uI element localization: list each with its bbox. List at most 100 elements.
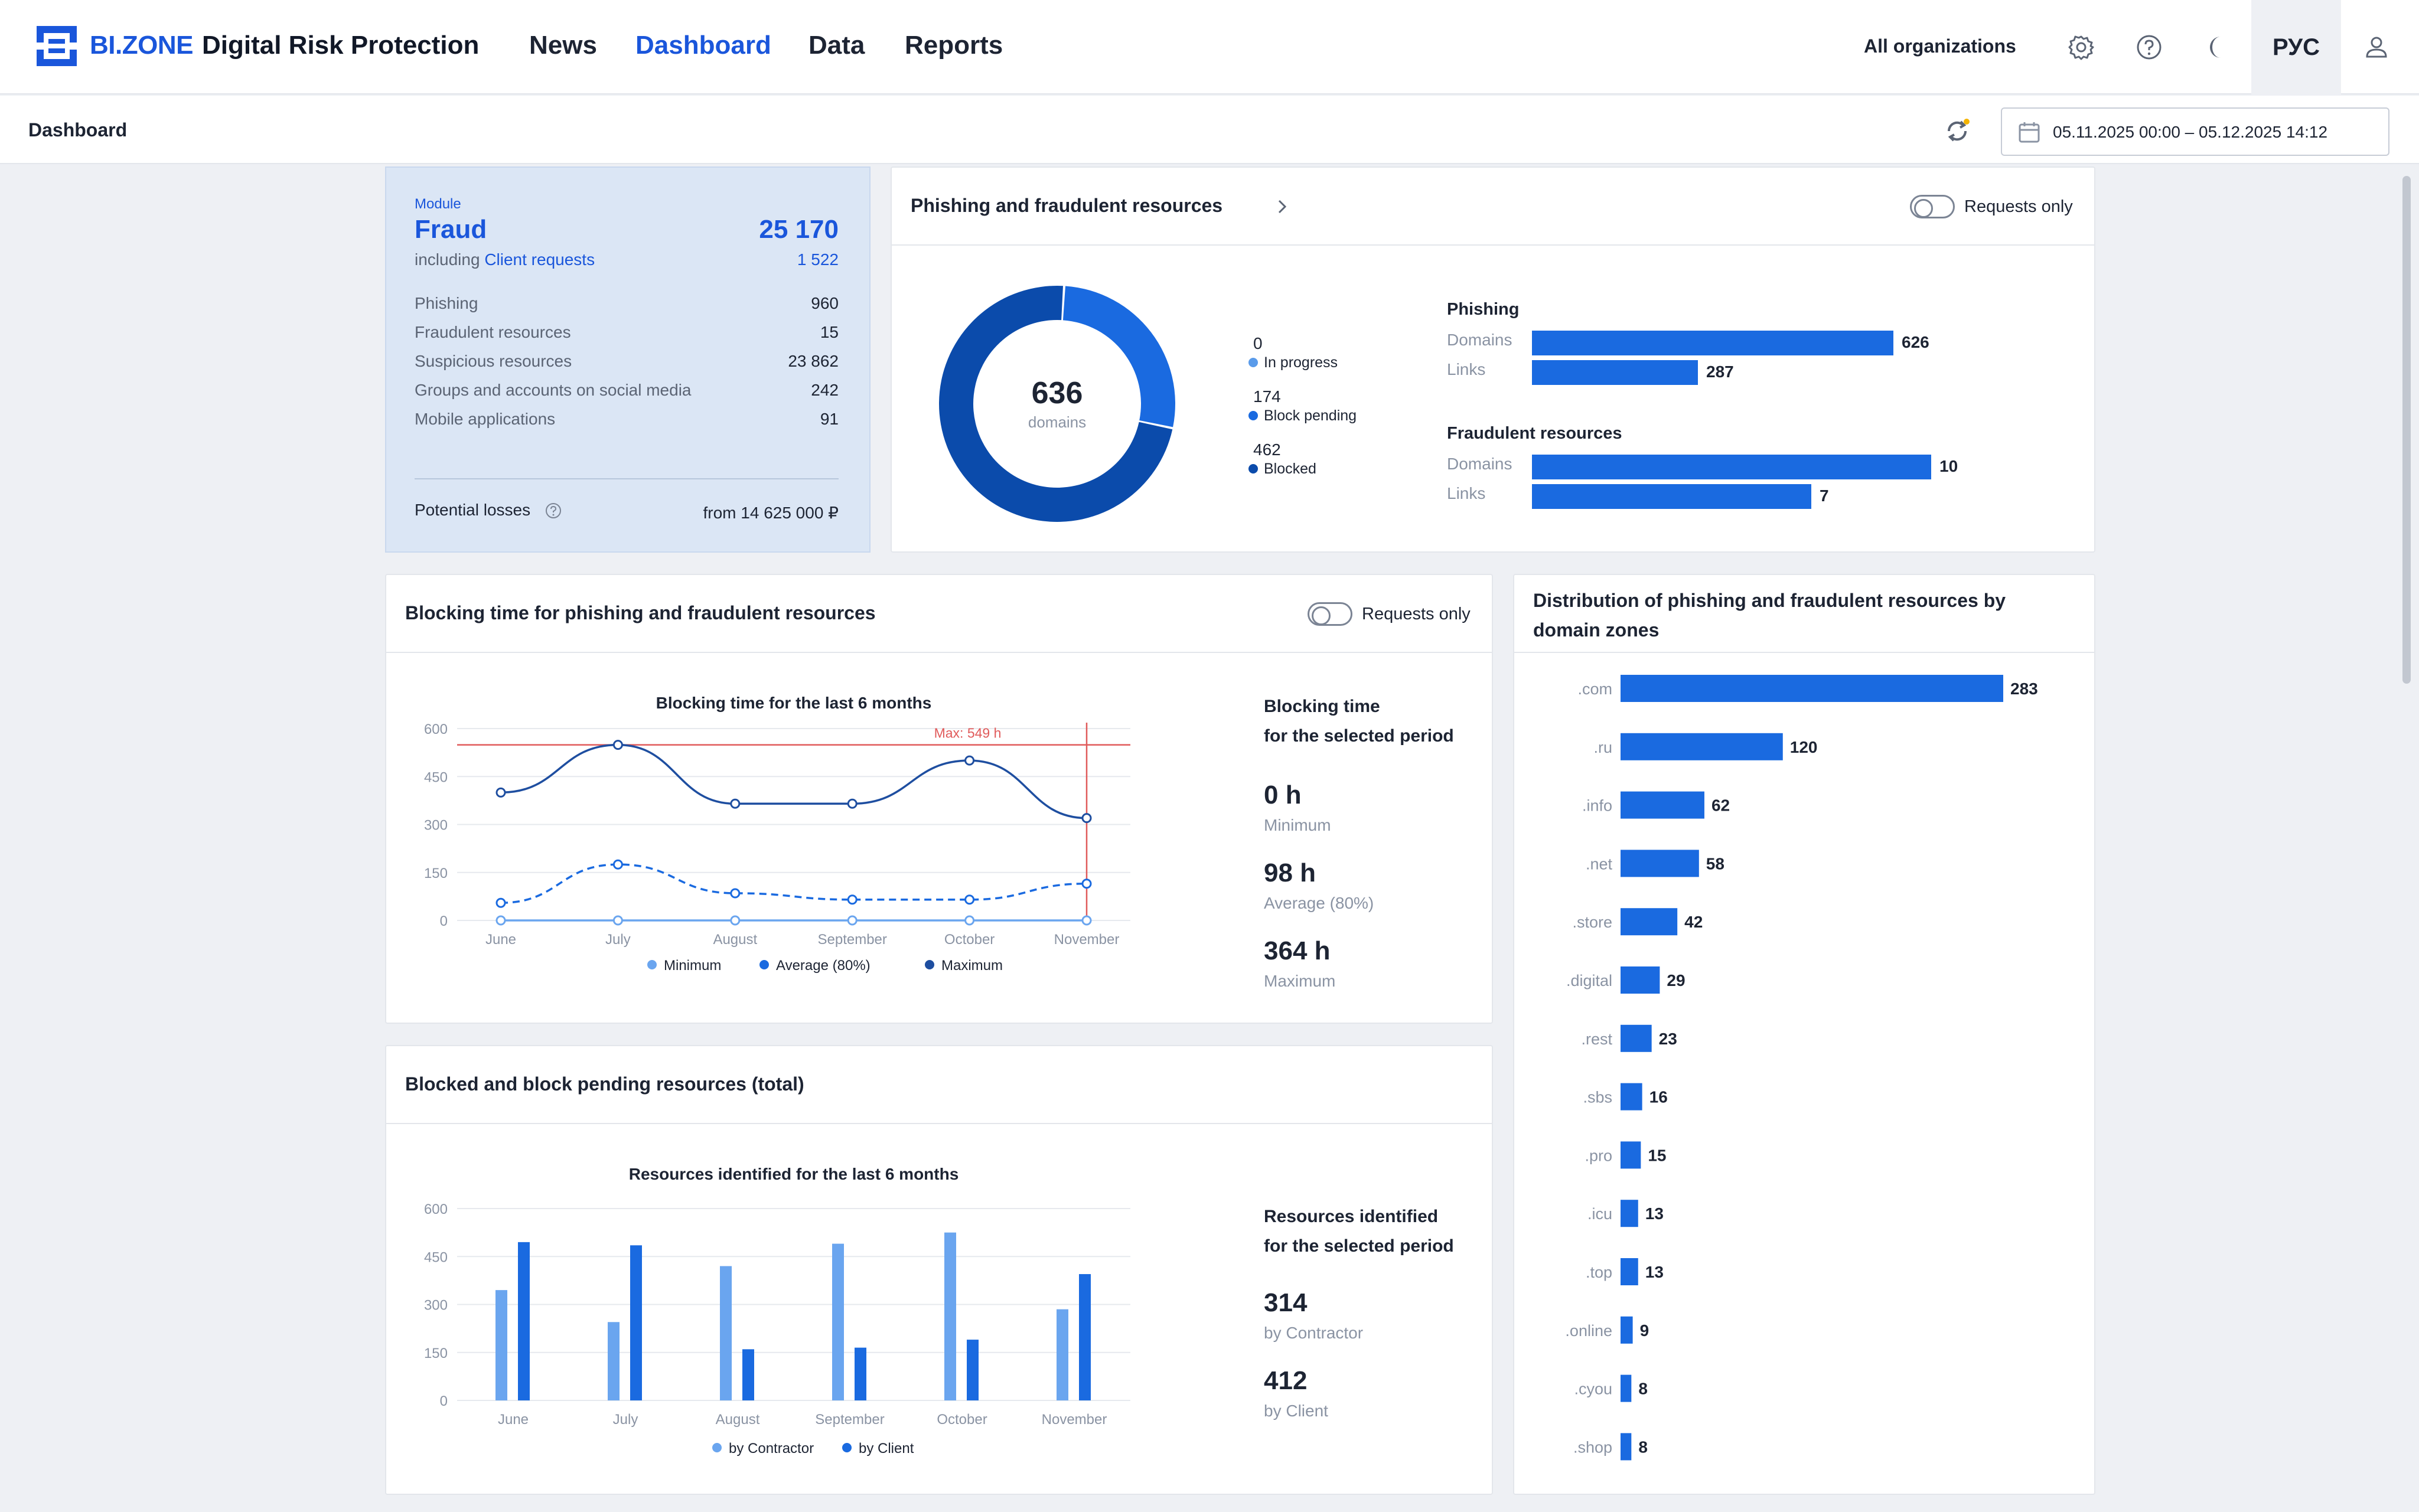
- series-point: [495, 915, 506, 926]
- zone-bar: [1621, 908, 1678, 936]
- series-point: [730, 915, 741, 926]
- zone-label: .com: [1577, 680, 1612, 698]
- fraudulent-resources-value: 15: [820, 323, 839, 341]
- requests-only-toggle[interactable]: [1910, 195, 1955, 218]
- x-tick-label: September: [817, 932, 886, 948]
- zone-label: .pro: [1585, 1147, 1612, 1164]
- blocking-time-card: Blocking time for phishing and fraudulen…: [385, 574, 1493, 1024]
- y-tick-label: 300: [424, 818, 448, 834]
- nav-news[interactable]: News: [529, 31, 597, 60]
- client-requests-link[interactable]: Client requests: [484, 250, 595, 269]
- zone-label: .ru: [1593, 739, 1612, 756]
- user-icon[interactable]: [2362, 33, 2391, 61]
- legend-dot: [925, 960, 934, 969]
- card-header: [386, 1046, 1492, 1124]
- phishing-domains-value: 626: [1902, 333, 1929, 351]
- zone-label: .info: [1582, 797, 1612, 815]
- series-point: [964, 755, 975, 766]
- y-tick-label: 0: [440, 913, 448, 929]
- zone-value: 13: [1645, 1263, 1664, 1281]
- donut-slice-block-pending: [1062, 286, 1175, 427]
- zone-value: 29: [1667, 971, 1685, 990]
- zone-label: .rest: [1581, 1030, 1612, 1048]
- brand-name[interactable]: BI.ZONE: [90, 31, 193, 60]
- x-tick-label: August: [713, 932, 757, 948]
- series-point: [847, 915, 858, 926]
- legend-label: Maximum: [941, 958, 1003, 974]
- blocking-time-title: Blocking time for phishing and fraudulen…: [405, 602, 876, 623]
- theme-moon-icon[interactable]: [2203, 33, 2231, 61]
- fraudulent-links-bar: [1532, 484, 1811, 509]
- zone-bar: [1621, 1433, 1632, 1461]
- nav-data[interactable]: Data: [808, 31, 865, 60]
- phishing-value: 960: [811, 294, 839, 312]
- page-scrollbar[interactable]: [2402, 176, 2411, 684]
- legend-dot: [647, 960, 657, 969]
- requests-only-toggle[interactable]: [1308, 602, 1352, 626]
- fraud-module-card[interactable]: Module Fraud 25 170 including Client req…: [385, 166, 871, 553]
- bar-by-client: [855, 1347, 866, 1400]
- y-tick-label: 300: [424, 1298, 448, 1314]
- donut-slice-blocked: [939, 286, 1173, 522]
- zone-value: 16: [1649, 1088, 1668, 1106]
- zone-bar: [1621, 733, 1783, 760]
- series-point: [612, 915, 623, 926]
- settings-icon[interactable]: [2067, 33, 2095, 61]
- zone-value: 62: [1711, 796, 1730, 815]
- zone-value: 15: [1648, 1146, 1666, 1164]
- bar-by-contractor: [495, 1290, 507, 1400]
- legend-dot: [759, 960, 769, 969]
- product-name: Digital Risk Protection: [202, 31, 480, 60]
- organization-selector[interactable]: All organizations: [1864, 35, 2016, 57]
- info-icon[interactable]: [545, 502, 562, 520]
- phishing-card-title[interactable]: Phishing and fraudulent resources: [911, 195, 1223, 216]
- y-tick-label: 150: [424, 866, 448, 881]
- bar-by-client: [518, 1242, 530, 1400]
- zone-value: 9: [1640, 1321, 1649, 1340]
- potential-losses-label: Potential losses: [415, 501, 531, 519]
- legend-block-pending-dot: [1248, 411, 1258, 420]
- series-line-average-80-: [500, 863, 1087, 904]
- legend-blocked-label: Blocked: [1264, 461, 1316, 477]
- refresh-icon[interactable]: [1941, 115, 1974, 148]
- y-tick-label: 0: [440, 1393, 448, 1409]
- date-range-picker[interactable]: 05.11.2025 00:00 – 05.12.2025 14:12: [2001, 107, 2389, 156]
- zone-bar: [1621, 1374, 1632, 1402]
- resources-stats-title-line-2: for the selected period: [1264, 1236, 1454, 1256]
- legend-blocked-value: 462: [1253, 440, 1281, 459]
- series-point: [964, 915, 975, 926]
- donut-unit: domains: [1028, 413, 1087, 431]
- x-tick-label: October: [944, 932, 995, 948]
- card-header: [1514, 575, 2094, 653]
- chevron-right-icon[interactable]: [1273, 196, 1291, 217]
- legend-in-progress-value: 0: [1253, 334, 1263, 352]
- top-navigation-bar: BI.ZONE Digital Risk Protection News Das…: [0, 0, 2419, 94]
- card-header: [892, 168, 2094, 246]
- series-point: [1081, 813, 1092, 824]
- series-line-maximum: [500, 743, 1087, 819]
- zone-bar: [1621, 1316, 1633, 1344]
- x-tick-label: November: [1042, 1412, 1107, 1428]
- nav-dashboard[interactable]: Dashboard: [635, 31, 771, 60]
- chart-title: Resources identified for the last 6 mont…: [629, 1165, 959, 1183]
- nav-reports[interactable]: Reports: [905, 31, 1003, 60]
- domain-zones-title: Distribution of phishing and fraudulent …: [1533, 586, 2006, 645]
- zone-bar: [1621, 1200, 1638, 1227]
- language-switch[interactable]: РУС: [2251, 0, 2341, 94]
- x-tick-label: July: [613, 1412, 638, 1428]
- phishing-group-title: Phishing: [1447, 300, 1520, 319]
- series-point: [847, 798, 858, 809]
- module-title[interactable]: Fraud: [415, 215, 487, 244]
- social-media-label: Groups and accounts on social media: [415, 381, 692, 399]
- fraudulent-domains-bar: [1532, 455, 1931, 479]
- zone-value: 8: [1638, 1380, 1648, 1398]
- zone-bar: [1621, 1024, 1652, 1052]
- legend-dot: [842, 1443, 852, 1452]
- suspicious-resources-label: Suspicious resources: [415, 352, 572, 370]
- fraudulent-domains-value: 10: [1939, 457, 1958, 475]
- zone-value: 13: [1645, 1204, 1664, 1223]
- legend-label: Minimum: [664, 958, 721, 974]
- legend-in-progress-dot: [1248, 358, 1258, 367]
- series-point: [964, 894, 975, 905]
- help-icon[interactable]: [2135, 33, 2163, 61]
